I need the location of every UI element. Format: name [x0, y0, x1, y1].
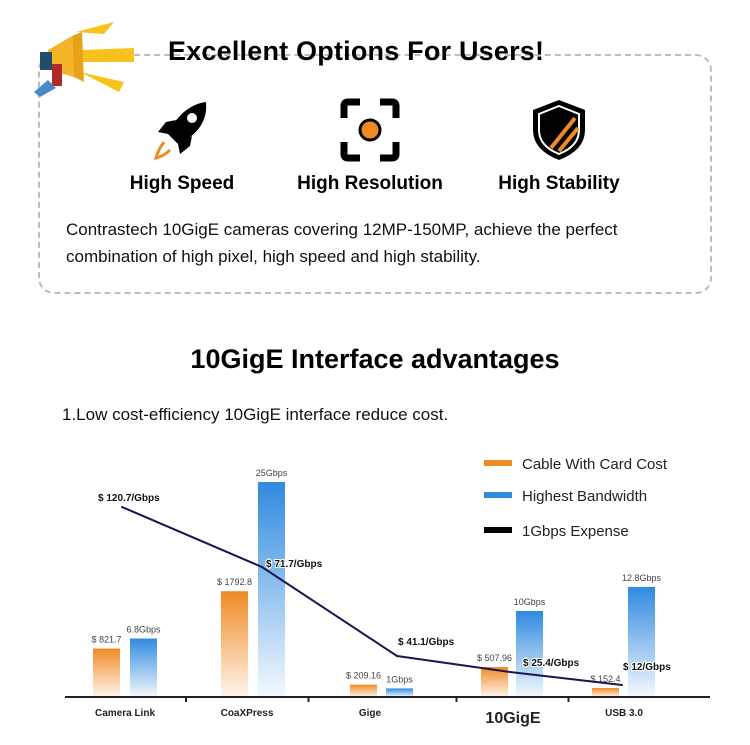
bandwidth-label: 12.8Gbps — [622, 573, 662, 583]
bar-bandwidth — [628, 586, 655, 697]
feature-label: High Stability — [498, 173, 620, 194]
legend-swatch-bandwidth — [484, 492, 512, 498]
expense-label: $ 71.7/Gbps — [266, 559, 323, 570]
expense-point — [621, 684, 623, 686]
legend-label: 1Gbps Expense — [522, 523, 629, 540]
x-tick-label: 10GigE — [485, 710, 540, 727]
page-title: Excellent Options For Users! — [168, 36, 545, 66]
rocket-icon — [153, 102, 207, 161]
feature-label: High Resolution — [297, 173, 443, 194]
feature-high-speed: High Speed — [92, 98, 272, 195]
expense-point — [396, 655, 398, 657]
expense-point — [509, 671, 511, 673]
bandwidth-label: 25Gbps — [256, 468, 288, 478]
x-tick-label: USB 3.0 — [605, 708, 643, 719]
expense-label: $ 25.4/Gbps — [523, 658, 580, 669]
cost-label: $ 209.16 — [346, 671, 381, 681]
expense-label: $ 12/Gbps — [623, 662, 671, 673]
cost-label: $ 821.7 — [91, 635, 121, 645]
bar-bandwidth — [258, 482, 285, 697]
bar-cost — [93, 648, 120, 697]
legend-swatch-expense — [484, 527, 512, 533]
expense-label: $ 41.1/Gbps — [398, 637, 455, 648]
bar-cost — [592, 688, 619, 697]
feature-high-resolution: High Resolution — [280, 98, 460, 195]
shield-icon — [533, 100, 585, 160]
bandwidth-label: 6.8Gbps — [126, 625, 161, 635]
bar-cost — [350, 684, 377, 697]
bar-bandwidth — [386, 688, 413, 697]
x-tick-label: Camera Link — [95, 708, 155, 719]
cost-label: $ 507.96 — [477, 653, 512, 663]
expense-point — [121, 506, 123, 508]
cost-label: $ 1792.8 — [217, 577, 252, 587]
legend-label: Cable With Card Cost — [522, 456, 668, 473]
description: Contrastech 10GigE cameras covering 12MP… — [66, 220, 618, 266]
bar-bandwidth — [130, 638, 157, 697]
cost-label: $ 152.4 — [590, 674, 620, 684]
expense-point — [261, 566, 263, 568]
x-tick-label: CoaXPress — [221, 708, 274, 719]
expense-label: $ 120.7/Gbps — [98, 493, 160, 504]
section-title: 10GigE Interface advantages — [190, 344, 560, 374]
bar-bandwidth — [516, 611, 543, 697]
chart: $ 821.7 6.8Gbps $ 1792.8 25Gbps $ 209.16 1Gbp… — [65, 456, 710, 727]
feature-label: High Speed — [129, 173, 235, 194]
megaphone-icon — [34, 22, 134, 97]
feature-high-stability: High Stability — [469, 98, 649, 195]
bandwidth-label: 10Gbps — [514, 597, 546, 607]
focus-target-icon — [340, 98, 400, 162]
legend-label: Highest Bandwidth — [522, 488, 647, 505]
legend: Cable With Card Cost Highest Bandwidth 1… — [484, 456, 668, 540]
legend-swatch-cost — [484, 460, 512, 466]
bar-cost — [221, 591, 248, 697]
bandwidth-label: 1Gbps — [386, 674, 413, 684]
x-tick-label: Gige — [359, 708, 382, 719]
section-subtitle: 1.Low cost-efficiency 10GigE interface r… — [62, 405, 449, 424]
options-panel — [38, 54, 712, 294]
